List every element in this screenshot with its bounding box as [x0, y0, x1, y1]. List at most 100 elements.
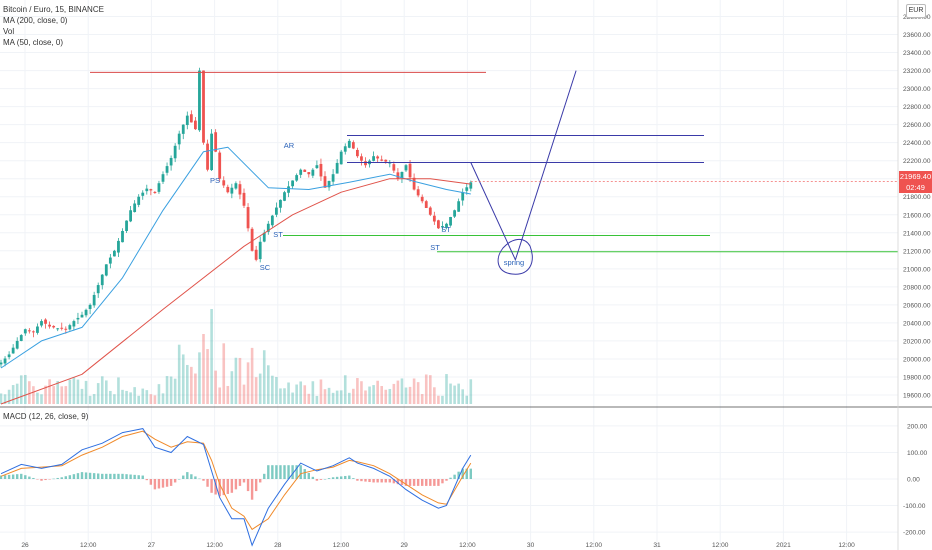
- macd-tick-label: 100.00: [907, 450, 928, 457]
- legend-ma50[interactable]: MA (50, close, 0): [3, 38, 64, 47]
- volume-bar: [92, 394, 96, 404]
- currency-badge[interactable]: EUR: [906, 4, 926, 18]
- volume-bar: [88, 395, 92, 404]
- candle-body: [0, 362, 3, 365]
- candle-body: [177, 133, 181, 145]
- macd-tick-label: -100.00: [903, 503, 926, 510]
- macd-histogram-bar: [469, 468, 472, 479]
- candle-body: [72, 321, 76, 327]
- macd-histogram-bar: [283, 465, 286, 479]
- macd-histogram-bar: [441, 479, 444, 484]
- time-tick-label: 2021: [776, 542, 791, 549]
- volume-bar: [125, 390, 128, 404]
- volume-bar: [368, 386, 371, 404]
- volume-bar: [238, 357, 242, 404]
- macd-histogram-bar: [291, 465, 294, 479]
- candle-body: [202, 70, 205, 143]
- volume-bar: [295, 384, 298, 404]
- candle-body: [307, 172, 311, 175]
- symbol-title[interactable]: Bitcoin / Euro, 15, BINANCE: [3, 5, 104, 14]
- volume-bar: [360, 381, 363, 404]
- volume-bar: [319, 379, 323, 404]
- macd-histogram-bar: [68, 475, 72, 479]
- time-tick-label: 30: [527, 542, 535, 549]
- volume-bar: [291, 392, 294, 404]
- candle-body: [299, 169, 303, 175]
- macd-histogram-bar: [56, 477, 59, 479]
- macd-histogram-bar: [250, 479, 254, 500]
- macd-histogram-bar: [404, 479, 408, 486]
- candle-body: [19, 335, 23, 341]
- volume-bar: [234, 357, 238, 404]
- candle-body: [230, 187, 234, 194]
- macd-histogram-bar: [461, 468, 464, 479]
- volume-bar: [335, 390, 339, 404]
- candle-body: [64, 328, 68, 330]
- macd-histogram-bar: [429, 479, 432, 486]
- candlesticks[interactable]: [0, 67, 473, 368]
- macd-histogram-bar: [198, 478, 201, 480]
- macd-histogram-bar: [230, 479, 234, 493]
- volume-bar: [453, 385, 456, 404]
- macd-histogram-bar: [190, 474, 193, 479]
- candle-body: [157, 183, 161, 192]
- time-tick-label: 27: [148, 542, 156, 549]
- volume-bar: [384, 389, 388, 404]
- candle-body: [408, 163, 412, 178]
- candle-body: [275, 207, 278, 215]
- candle-body: [356, 149, 359, 157]
- macd-histogram-bar: [113, 473, 116, 479]
- wyckoff-label: AR: [284, 141, 295, 150]
- candle-body: [194, 120, 197, 130]
- volume-bar: [157, 384, 161, 404]
- candle-body: [400, 171, 404, 178]
- volume-bar: [177, 344, 181, 404]
- volume-bar: [315, 395, 319, 404]
- price-tick-label: 23600.00: [903, 32, 931, 39]
- macd-histogram-bar: [214, 479, 217, 495]
- macd-legend: MACD (12, 26, close, 9): [3, 411, 88, 422]
- volume-bar: [0, 393, 3, 404]
- drawings[interactable]: [90, 70, 898, 275]
- legend-vol[interactable]: Vol: [3, 27, 15, 36]
- candle-body: [137, 196, 141, 205]
- candle-body: [246, 207, 250, 229]
- main-legend: Bitcoin / Euro, 15, BINANCE MA (200, clo…: [3, 4, 104, 48]
- candle-body: [7, 354, 11, 358]
- volume-bar: [449, 383, 452, 404]
- legend-ma200[interactable]: MA (200, close, 0): [3, 16, 68, 25]
- macd-histogram-bar: [465, 468, 468, 479]
- candle-body: [84, 309, 88, 316]
- volume-bars: [0, 309, 473, 404]
- candle-body: [339, 151, 343, 165]
- volume-bar: [400, 378, 404, 404]
- volume-bar: [210, 309, 213, 404]
- candle-body: [210, 133, 213, 171]
- volume-bar: [271, 375, 274, 404]
- candle-body: [48, 324, 51, 327]
- macd-histogram-bar: [356, 479, 359, 481]
- volume-bar: [461, 389, 464, 404]
- macd-histogram-bar: [384, 479, 387, 483]
- price-tick-label: 21800.00: [903, 194, 931, 201]
- wyckoff-label: spring: [504, 258, 524, 267]
- volume-bar: [327, 387, 331, 404]
- volume-bar: [433, 387, 436, 404]
- candle-body: [226, 186, 230, 193]
- candle-body: [315, 165, 319, 169]
- volume-bar: [250, 347, 254, 404]
- macd-histogram-bar: [416, 479, 420, 486]
- candle-body: [420, 196, 424, 202]
- macd-histogram-bar: [222, 479, 225, 496]
- candle-body: [283, 192, 286, 201]
- wyckoff-label: ST: [441, 225, 451, 234]
- macd-histogram-bar: [52, 478, 55, 480]
- macd-histogram-bar: [0, 475, 3, 479]
- legend-macd[interactable]: MACD (12, 26, close, 9): [3, 412, 89, 421]
- candle-body: [258, 241, 262, 260]
- volume-bar: [275, 376, 278, 404]
- candle-body: [335, 162, 339, 174]
- volume-bar: [339, 390, 343, 404]
- time-tick-label: 28: [274, 542, 282, 549]
